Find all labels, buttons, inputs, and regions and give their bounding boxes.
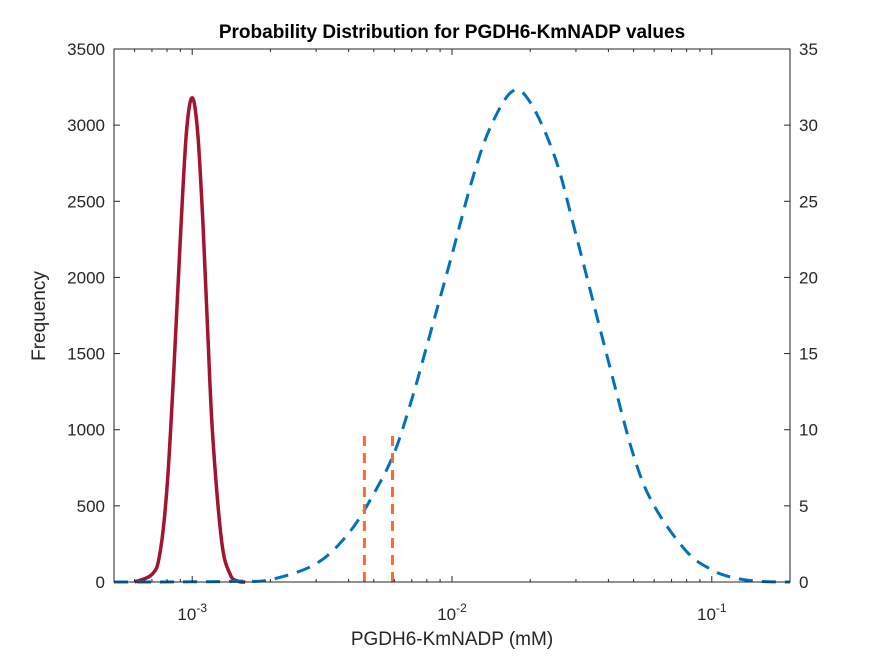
y-right-tick-label: 5 bbox=[799, 497, 808, 516]
y-left-tick-label: 1500 bbox=[67, 345, 105, 364]
y-left-tick-label: 500 bbox=[77, 497, 105, 516]
x-tick-label: 10-3 bbox=[177, 601, 207, 624]
y-left-tick-label: 2500 bbox=[67, 192, 105, 211]
x-tick-label: 10-1 bbox=[697, 601, 727, 624]
y-right-tick-label: 20 bbox=[799, 268, 818, 287]
plot-background bbox=[114, 49, 790, 582]
series-line-2 bbox=[113, 88, 791, 584]
y-left-tick-label: 2000 bbox=[67, 268, 105, 287]
y-right-tick-label: 0 bbox=[799, 573, 808, 592]
series-line-1 bbox=[133, 95, 246, 584]
x-tick-label: 10-2 bbox=[437, 601, 467, 624]
y-left-tick-label: 1000 bbox=[67, 421, 105, 440]
y-right-tick-label: 25 bbox=[799, 192, 818, 211]
y-right-tick-label: 10 bbox=[799, 421, 818, 440]
chart-title: Probability Distribution for PGDH6-KmNAD… bbox=[219, 22, 685, 43]
y-axis-title: Frequency bbox=[29, 271, 50, 361]
y-right-tick-label: 30 bbox=[799, 116, 818, 135]
y-left-tick-label: 3000 bbox=[67, 116, 105, 135]
ticks-layer: 0 500 1000 1500 2000 2500 3000 3500 0 5 10 15 20 25 30… bbox=[67, 40, 818, 624]
x-axis-title: PGDH6-KmNADP (mM) bbox=[351, 629, 553, 650]
series-layer bbox=[113, 88, 791, 584]
y-right-tick-label: 15 bbox=[799, 345, 818, 364]
y-left-tick-label: 3500 bbox=[67, 40, 105, 59]
y-left-tick-label: 0 bbox=[96, 573, 105, 592]
y-right-tick-label: 35 bbox=[799, 40, 818, 59]
